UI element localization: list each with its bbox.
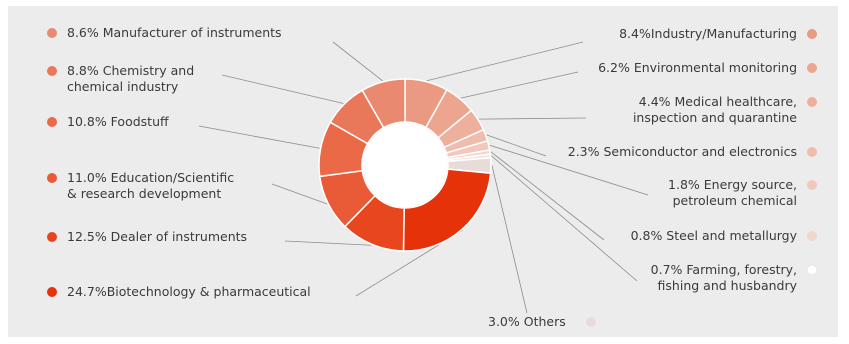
legend-dot-biotechnology-pharmaceutical — [47, 287, 57, 297]
legend-dot-steel-and-metallurgy — [807, 231, 817, 241]
leader-steel-and-metallurgy — [490, 151, 605, 241]
label-semiconductor-and-electronics: 2.3% Semiconductor and electronics — [568, 144, 797, 159]
leader-industry-manufacturing — [426, 41, 584, 82]
legend-dot-industry-manufacturing — [807, 29, 817, 39]
callout-labels: 8.4%Industry/Manufacturing 6.2% Environme… — [47, 25, 818, 329]
label-others: 3.0% Others — [488, 314, 566, 329]
leader-chemistry-and-chemical-industry — [221, 74, 344, 104]
leader-medical-healthcare-inspection-and-quarantine — [478, 117, 587, 120]
legend-dot-farming-forestry-fishing-and-husbandry — [806, 264, 818, 276]
leader-farming-forestry-fishing-and-husbandry — [491, 155, 638, 282]
label-education-scientific-research-development: 11.0% Education/Scientific & research dev… — [67, 170, 234, 201]
legend-dot-energy-source-petroleum-chemical — [807, 180, 817, 190]
label-foodstuff: 10.8% Foodstuff — [67, 114, 169, 129]
label-manufacturer-of-instruments: 8.6% Manufacturer of instruments — [67, 25, 282, 40]
legend-dot-foodstuff — [47, 117, 57, 127]
leader-others — [491, 165, 528, 314]
legend-dot-manufacturer-of-instruments — [47, 28, 57, 38]
legend-dot-environmental-monitoring — [807, 63, 817, 73]
leader-manufacturer-of-instruments — [332, 41, 383, 82]
label-medical-healthcare-inspection-and-quarantine: 4.4% Medical healthcare, inspection and q… — [633, 94, 797, 125]
label-biotechnology-pharmaceutical: 24.7%Biotechnology & pharmaceutical — [67, 284, 311, 299]
label-industry-manufacturing: 8.4%Industry/Manufacturing — [619, 26, 797, 41]
leader-semiconductor-and-electronics — [486, 134, 547, 157]
slice-manufacturer-of-instruments — [361, 78, 406, 129]
label-dealer-of-instruments: 12.5% Dealer of instruments — [67, 229, 247, 244]
label-environmental-monitoring: 6.2% Environmental monitoring — [598, 60, 797, 75]
leader-energy-source-petroleum-chemical — [489, 144, 649, 196]
legend-dot-others — [586, 317, 596, 327]
label-energy-source-petroleum-chemical: 1.8% Energy source, petroleum chemical — [668, 177, 797, 208]
legend-dot-chemistry-and-chemical-industry — [47, 66, 57, 76]
label-farming-forestry-fishing-and-husbandry: 0.7% Farming, forestry, fishing and husba… — [651, 262, 798, 293]
donut-hole — [363, 123, 447, 207]
leader-environmental-monitoring — [460, 71, 579, 99]
legend-dot-semiconductor-and-electronics — [807, 147, 817, 157]
leader-dealer-of-instruments — [284, 240, 372, 246]
label-chemistry-and-chemical-industry: 8.8% Chemistry and chemical industry — [67, 63, 194, 94]
legend-dot-dealer-of-instruments — [47, 232, 57, 242]
donut-slices — [318, 78, 492, 252]
slice-biotechnology-pharmaceutical — [402, 168, 492, 252]
leader-education-scientific-research-development — [271, 183, 328, 205]
legend-dot-medical-healthcare-inspection-and-quarantine — [807, 97, 817, 107]
label-steel-and-metallurgy: 0.8% Steel and metallurgy — [631, 228, 798, 243]
legend-dot-education-scientific-research-development — [47, 173, 57, 183]
leader-foodstuff — [198, 125, 320, 149]
